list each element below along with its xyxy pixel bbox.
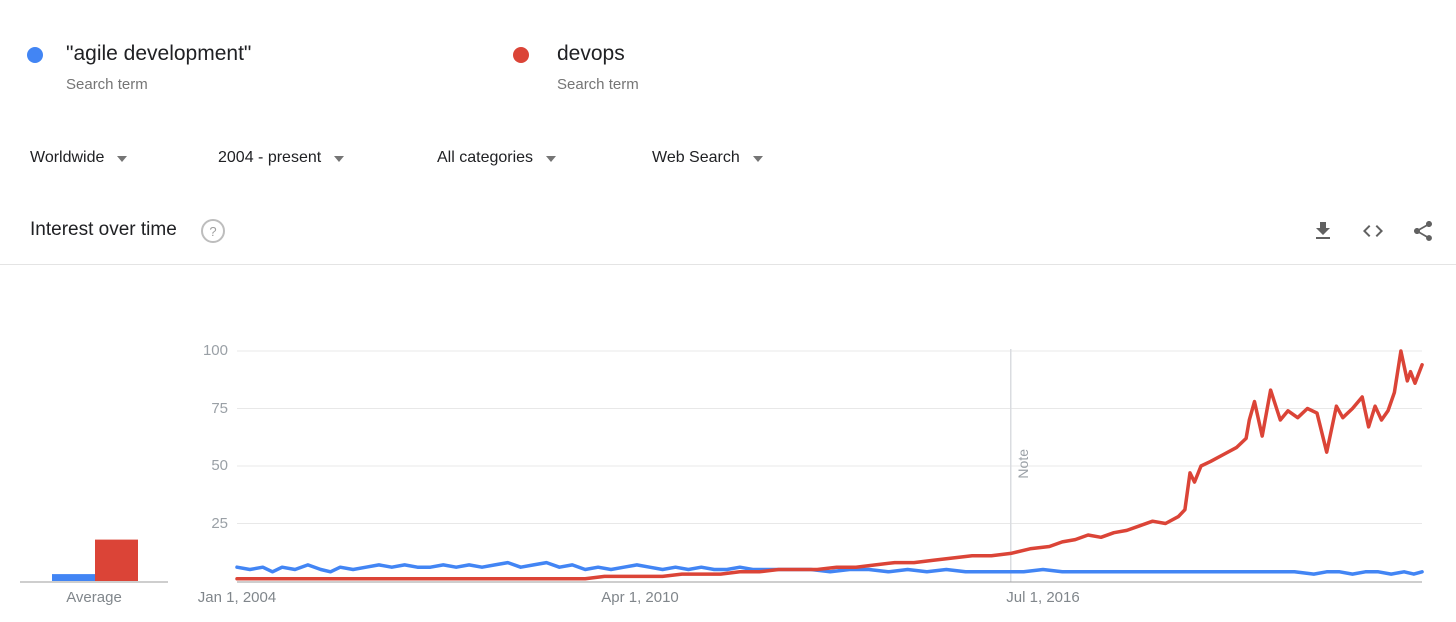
filter-search-type-label: Web Search: [652, 149, 740, 166]
term-label-agile: "agile development": [66, 42, 252, 65]
agile_development-line: [235, 560, 1424, 576]
y-axis-label-50: 50: [211, 457, 228, 474]
term-type-agile: Search term: [66, 76, 148, 93]
x-axis-label-2: Apr 1, 2010: [601, 589, 679, 606]
devops-line: [235, 349, 1424, 581]
compare-term-devops[interactable]: devops Search term: [490, 0, 970, 100]
filter-category-dropdown[interactable]: All categories: [437, 149, 557, 167]
x-axis-label-1: Jan 1, 2004: [197, 589, 277, 606]
term-type-devops: Search term: [557, 76, 639, 93]
embed-icon[interactable]: [1361, 219, 1385, 243]
filter-time-range-dropdown[interactable]: 2004 - present: [218, 149, 345, 167]
filter-region-dropdown[interactable]: Worldwide: [30, 149, 128, 167]
y-axis-label-100: 100: [202, 342, 228, 359]
y-axis-label-25: 25: [211, 514, 228, 532]
filter-search-type-dropdown[interactable]: Web Search: [652, 149, 763, 167]
share-icon[interactable]: [1411, 219, 1435, 243]
y-axis-label-75: 75: [211, 399, 228, 417]
note-marker-label[interactable]: Note: [1015, 449, 1031, 479]
term-color-dot-agile: [27, 47, 43, 63]
interest-over-time-chart: [20, 349, 1424, 583]
compare-term-agile[interactable]: "agile development" Search term: [0, 0, 480, 100]
section-title-interest-over-time: Interest over time: [30, 219, 177, 240]
average-bar-agile_development: [52, 574, 95, 581]
download-icon[interactable]: [1311, 219, 1335, 243]
average-bar-devops: [95, 539, 138, 581]
arrow-drop-down-icon: [334, 156, 345, 162]
filter-region-label: Worldwide: [30, 149, 105, 166]
filter-category-label: All categories: [437, 149, 534, 166]
arrow-drop-down-icon: [117, 156, 128, 162]
help-icon[interactable]: ?: [201, 219, 225, 243]
arrow-drop-down-icon: [752, 156, 763, 162]
arrow-drop-down-icon: [546, 156, 557, 162]
term-color-dot-devops: [513, 47, 529, 63]
term-label-devops: devops: [557, 42, 625, 65]
filter-time-range-label: 2004 - present: [218, 149, 322, 166]
average-axis-label: Average: [66, 589, 122, 606]
x-axis-label-3: Jul 1, 2016: [1006, 589, 1080, 606]
section-divider: [0, 264, 1456, 265]
